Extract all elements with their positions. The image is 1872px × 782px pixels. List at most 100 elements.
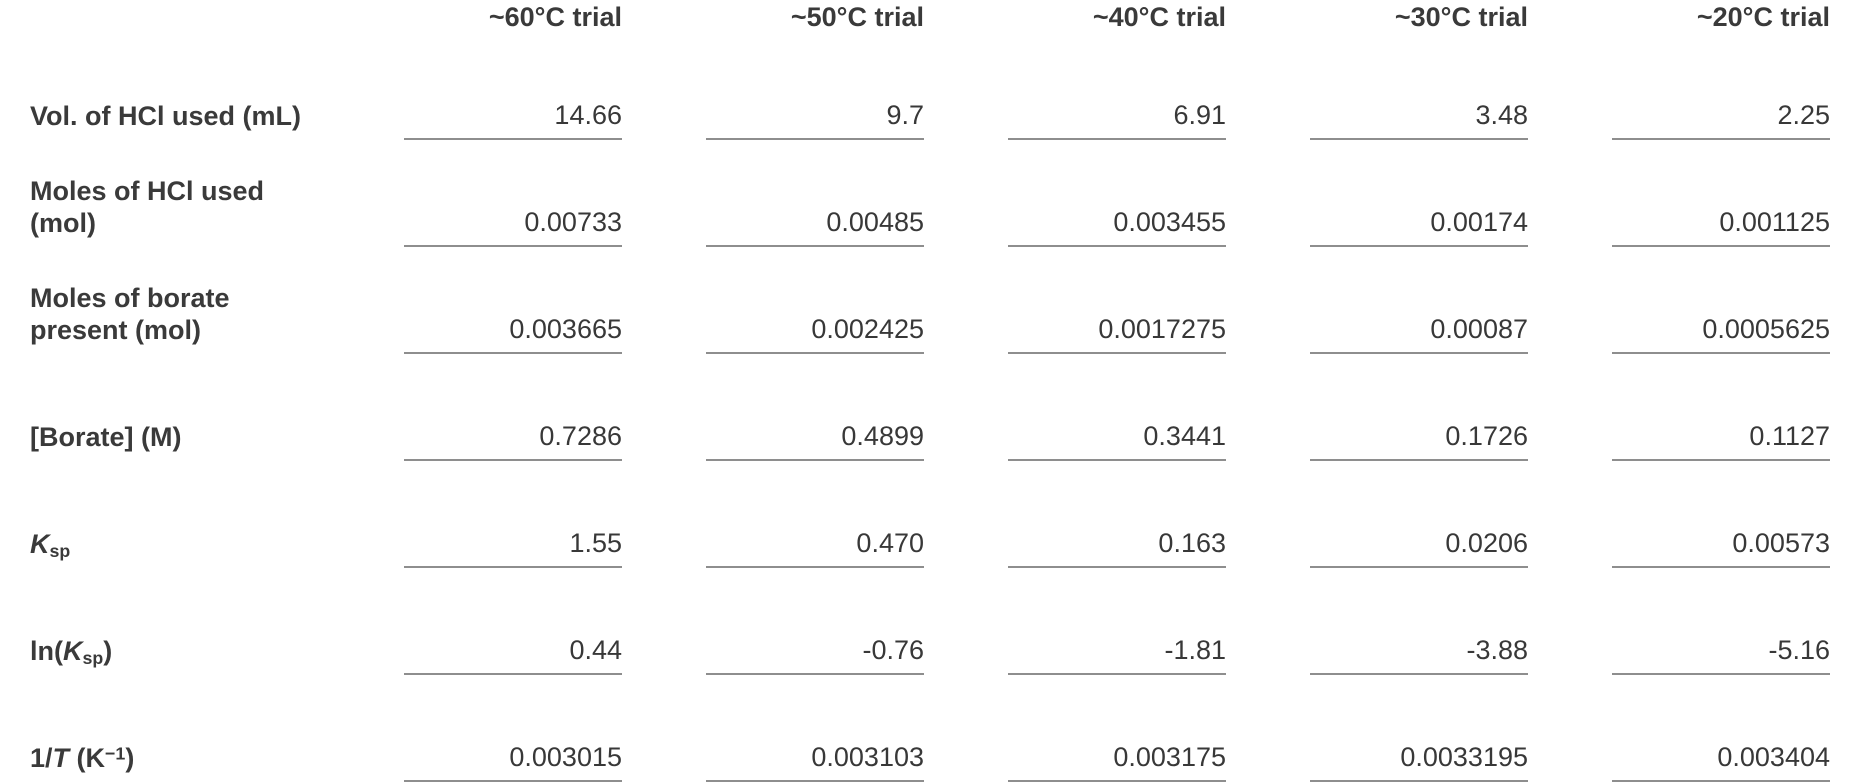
column-header-1: ~60°C trial: [488, 2, 622, 32]
answer-field[interactable]: 0.163: [1008, 528, 1226, 568]
row-label-cell: Moles of HCl used (mol): [30, 140, 320, 247]
answer-value: 0.1127: [1749, 421, 1830, 451]
answer-field[interactable]: 0.00174: [1310, 207, 1528, 247]
answer-field[interactable]: 0.0206: [1310, 528, 1528, 568]
answer-field[interactable]: 0.4899: [706, 421, 924, 461]
answer-field[interactable]: 0.00733: [404, 207, 622, 247]
answer-value: 0.0017275: [1098, 314, 1226, 344]
answer-field[interactable]: 0.001125: [1612, 207, 1830, 247]
value-cell: 0.1127: [1528, 354, 1830, 461]
value-cell: 0.003455: [924, 140, 1226, 247]
row-label: Moles of borate present (mol): [30, 283, 230, 345]
row-label: Vol. of HCl used (mL): [30, 101, 301, 131]
value-cell: 0.163: [924, 461, 1226, 568]
answer-value: 0.470: [856, 528, 924, 558]
value-cell: 2.25: [1528, 33, 1830, 140]
value-cell: 0.1726: [1226, 354, 1528, 461]
answer-field[interactable]: 0.003103: [706, 742, 924, 782]
value-cell: 0.003404: [1528, 675, 1830, 782]
answer-field[interactable]: 0.00573: [1612, 528, 1830, 568]
value-cell: 0.0206: [1226, 461, 1528, 568]
value-cell: 6.91: [924, 33, 1226, 140]
answer-field[interactable]: 1.55: [404, 528, 622, 568]
answer-value: 0.163: [1158, 528, 1226, 558]
data-table: ~60°C trial ~50°C trial ~40°C trial ~30°C t…: [30, 3, 1830, 782]
value-cell: 0.003175: [924, 675, 1226, 782]
answer-value: 0.00733: [524, 207, 622, 237]
row-label-cell: [Borate] (M): [30, 354, 320, 461]
answer-value: -1.81: [1164, 635, 1226, 665]
answer-field[interactable]: 0.00485: [706, 207, 924, 247]
answer-value: 0.001125: [1719, 207, 1830, 237]
answer-value: 0.002425: [811, 314, 924, 344]
answer-field[interactable]: 0.003015: [404, 742, 622, 782]
answer-value: 0.003175: [1113, 742, 1226, 772]
value-cell: 14.66: [320, 33, 622, 140]
answer-value: 6.91: [1173, 100, 1226, 130]
value-cell: 0.003015: [320, 675, 622, 782]
row-label: Ksp: [30, 529, 71, 561]
answer-field[interactable]: 0.00087: [1310, 314, 1528, 354]
answer-value: 2.25: [1777, 100, 1830, 130]
answer-value: 0.7286: [539, 421, 622, 451]
row-label: [Borate] (M): [30, 422, 182, 452]
answer-value: 0.0033195: [1400, 742, 1528, 772]
answer-field[interactable]: 0.7286: [404, 421, 622, 461]
answer-value: -5.16: [1768, 635, 1830, 665]
answer-field[interactable]: -3.88: [1310, 635, 1528, 675]
answer-field[interactable]: 2.25: [1612, 100, 1830, 140]
value-cell: 0.470: [622, 461, 924, 568]
answer-field[interactable]: 0.003665: [404, 314, 622, 354]
answer-value: 1.55: [569, 528, 622, 558]
answer-field[interactable]: 0.3441: [1008, 421, 1226, 461]
value-cell: 0.00573: [1528, 461, 1830, 568]
answer-field[interactable]: 0.1127: [1612, 421, 1830, 461]
answer-field[interactable]: 0.003175: [1008, 742, 1226, 782]
answer-value: 3.48: [1475, 100, 1528, 130]
answer-field[interactable]: 0.0005625: [1612, 314, 1830, 354]
answer-value: 0.0005625: [1702, 314, 1830, 344]
value-cell: -0.76: [622, 568, 924, 675]
answer-value: 9.7: [886, 100, 924, 130]
answer-field[interactable]: -1.81: [1008, 635, 1226, 675]
value-cell: -1.81: [924, 568, 1226, 675]
answer-field[interactable]: 6.91: [1008, 100, 1226, 140]
row-label-cell: ln(Ksp): [30, 568, 320, 675]
row-label-cell: 1/T (K−1): [30, 675, 320, 782]
answer-field[interactable]: 0.44: [404, 635, 622, 675]
value-cell: 0.001125: [1528, 140, 1830, 247]
value-cell: 0.0017275: [924, 247, 1226, 354]
answer-field[interactable]: 0.002425: [706, 314, 924, 354]
answer-field[interactable]: 0.003455: [1008, 207, 1226, 247]
row-label-cell: Ksp: [30, 461, 320, 568]
column-header-3: ~40°C trial: [1092, 2, 1226, 32]
value-cell: 0.4899: [622, 354, 924, 461]
answer-value: 0.1726: [1445, 421, 1528, 451]
row-label: Moles of HCl used (mol): [30, 176, 265, 238]
answer-field[interactable]: 0.0033195: [1310, 742, 1528, 782]
answer-value: 0.3441: [1143, 421, 1226, 451]
answer-value: -3.88: [1466, 635, 1528, 665]
answer-field[interactable]: 14.66: [404, 100, 622, 140]
answer-field[interactable]: -0.76: [706, 635, 924, 675]
answer-value: 0.00573: [1732, 528, 1830, 558]
row-label: ln(Ksp): [30, 636, 113, 668]
answer-field[interactable]: 0.470: [706, 528, 924, 568]
answer-field[interactable]: 3.48: [1310, 100, 1528, 140]
answer-field[interactable]: 0.0017275: [1008, 314, 1226, 354]
answer-value: 0.44: [569, 635, 622, 665]
answer-value: 0.00174: [1430, 207, 1528, 237]
value-cell: 0.0033195: [1226, 675, 1528, 782]
answer-field[interactable]: 0.1726: [1310, 421, 1528, 461]
answer-field[interactable]: 0.003404: [1612, 742, 1830, 782]
answer-value: 0.003404: [1717, 742, 1830, 772]
row-label: 1/T (K−1): [30, 743, 135, 773]
value-cell: 9.7: [622, 33, 924, 140]
answer-field[interactable]: -5.16: [1612, 635, 1830, 675]
answer-value: 0.00485: [826, 207, 924, 237]
value-cell: 0.003103: [622, 675, 924, 782]
answer-field[interactable]: 9.7: [706, 100, 924, 140]
answer-value: 0.00087: [1430, 314, 1528, 344]
answer-value: 14.66: [554, 100, 622, 130]
column-header-5: ~20°C trial: [1696, 2, 1830, 32]
